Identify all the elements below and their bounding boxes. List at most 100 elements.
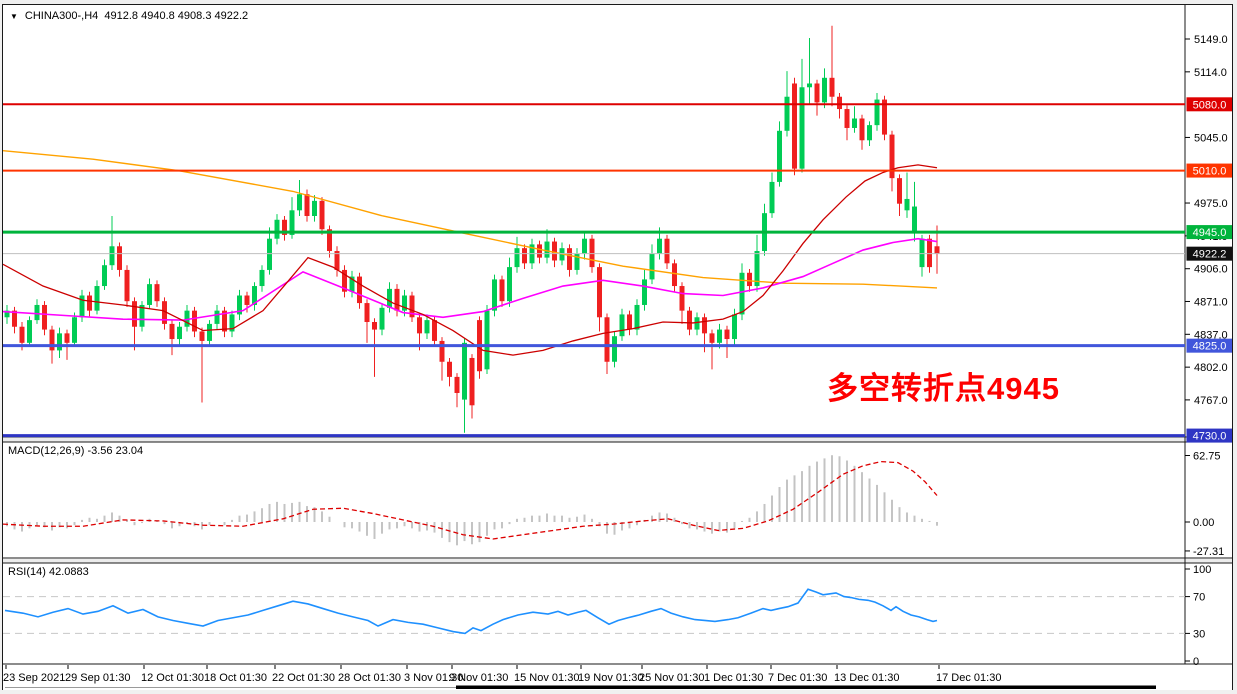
candle-body xyxy=(34,304,40,321)
candle-body xyxy=(627,314,632,330)
candle-body xyxy=(537,244,542,258)
ma-medium-magenta xyxy=(2,237,938,321)
candle-body xyxy=(874,99,880,126)
candle-body xyxy=(702,317,707,334)
candle-body xyxy=(319,200,325,230)
price-badge-label: 4825.0 xyxy=(1193,341,1227,353)
candle-body xyxy=(604,317,610,362)
candle-body xyxy=(499,279,505,302)
candle-body xyxy=(327,229,332,252)
candle-body xyxy=(507,267,512,302)
ma-fast-red xyxy=(2,164,938,356)
candle-body xyxy=(717,329,722,343)
price-tick-label: 4802.0 xyxy=(1194,362,1228,374)
candle-body xyxy=(214,310,220,324)
candle-body xyxy=(454,376,460,393)
time-tick-label: 1 Dec 01:30 xyxy=(704,672,763,684)
rsi-axis-label: 0 xyxy=(1193,656,1199,668)
price-badge-label: 4945.0 xyxy=(1193,227,1227,239)
candle-body xyxy=(372,322,377,330)
candle-body xyxy=(514,248,520,268)
text-annotation: 多空转折点4945 xyxy=(827,371,1060,406)
candle-body xyxy=(664,238,670,264)
candle-body xyxy=(12,310,17,327)
candle-body xyxy=(237,295,242,315)
candle-body xyxy=(297,194,302,211)
price-tick-label: 5114.0 xyxy=(1194,67,1227,79)
time-tick-label: 19 Nov 01:30 xyxy=(578,672,643,684)
candle-body xyxy=(72,317,77,343)
candle-body xyxy=(792,83,797,169)
candle-body xyxy=(94,286,100,311)
candle-body xyxy=(282,219,287,235)
candle-body xyxy=(177,326,182,340)
time-axis[interactable]: 23 Sep 2021 29 Sep 01:30 12 Oct 01:30 18 Oc… xyxy=(3,665,1001,684)
ma-slow-orange xyxy=(2,149,938,289)
candle-body xyxy=(27,320,32,343)
candle-body xyxy=(49,329,55,351)
time-tick-label: 7 Dec 01:30 xyxy=(768,672,827,684)
candle-body xyxy=(289,210,295,235)
price-badge xyxy=(1186,97,1233,112)
time-tick-label: 13 Dec 01:30 xyxy=(834,672,899,684)
candle-body xyxy=(582,238,587,254)
candle-body xyxy=(589,238,595,268)
candle-body xyxy=(124,269,130,302)
price-tick-label: 4767.0 xyxy=(1194,395,1228,407)
symbol-dropdown-icon[interactable]: ▼ xyxy=(10,11,18,21)
candle-body xyxy=(394,288,400,311)
candle-body xyxy=(139,304,145,327)
horizontal-scrollbar-thumb[interactable] xyxy=(456,685,1156,690)
candle-body xyxy=(409,295,415,318)
candle-body xyxy=(814,83,820,103)
price-axis[interactable]: 5149.05114.05045.04975.04941.04906.04871… xyxy=(1185,34,1233,443)
candle-body xyxy=(447,361,452,377)
candle-body xyxy=(387,288,392,308)
candle-body xyxy=(709,333,715,343)
candle-body xyxy=(462,342,467,400)
rsi-axis-label: 100 xyxy=(1193,564,1211,576)
candle-body xyxy=(342,269,347,292)
candle-body xyxy=(567,248,572,270)
time-tick-label: 23 Sep 2021 xyxy=(3,672,65,684)
candle-body xyxy=(619,314,625,337)
candle-body xyxy=(882,99,887,135)
time-tick-label: 25 Nov 01:30 xyxy=(639,672,704,684)
time-tick-label: 28 Oct 01:30 xyxy=(338,672,401,684)
candle-body xyxy=(87,295,92,311)
candle-body xyxy=(199,331,205,341)
candle-body xyxy=(169,323,175,340)
candle-body xyxy=(574,253,580,270)
candle-body xyxy=(754,251,760,287)
candle-body xyxy=(889,134,895,179)
candle-body xyxy=(807,83,812,88)
candle-body xyxy=(642,279,647,305)
price-tick-label: 5149.0 xyxy=(1194,34,1228,46)
pane-splitter[interactable] xyxy=(3,438,1232,442)
candle-body xyxy=(919,238,925,268)
candle-body xyxy=(724,329,730,340)
candle-body xyxy=(334,251,340,270)
candle-body xyxy=(79,295,85,318)
chart-window: 5149.05114.05045.04975.04941.04906.04871… xyxy=(2,4,1233,690)
candle-body xyxy=(634,304,640,330)
candle-body xyxy=(402,295,407,311)
price-badge xyxy=(1186,246,1233,261)
candle-body xyxy=(784,96,790,131)
price-badge-label: 5080.0 xyxy=(1193,99,1227,111)
time-tick-label: 12 Oct 01:30 xyxy=(141,672,204,684)
candle-body xyxy=(912,206,917,233)
price-tick-label: 4871.0 xyxy=(1194,296,1228,308)
chart-symbol-period: CHINA300-,H4 xyxy=(24,10,99,22)
candle-body xyxy=(829,77,835,97)
candle-body xyxy=(469,357,475,406)
candle-body xyxy=(222,310,227,332)
time-tick-label: 29 Sep 01:30 xyxy=(65,672,130,684)
candle-body xyxy=(102,265,107,287)
candle-body xyxy=(859,118,865,141)
candle-body xyxy=(147,284,152,305)
pane-splitter[interactable] xyxy=(3,559,1232,563)
price-tick-label: 4837.0 xyxy=(1194,329,1228,341)
candle-body xyxy=(672,263,677,287)
